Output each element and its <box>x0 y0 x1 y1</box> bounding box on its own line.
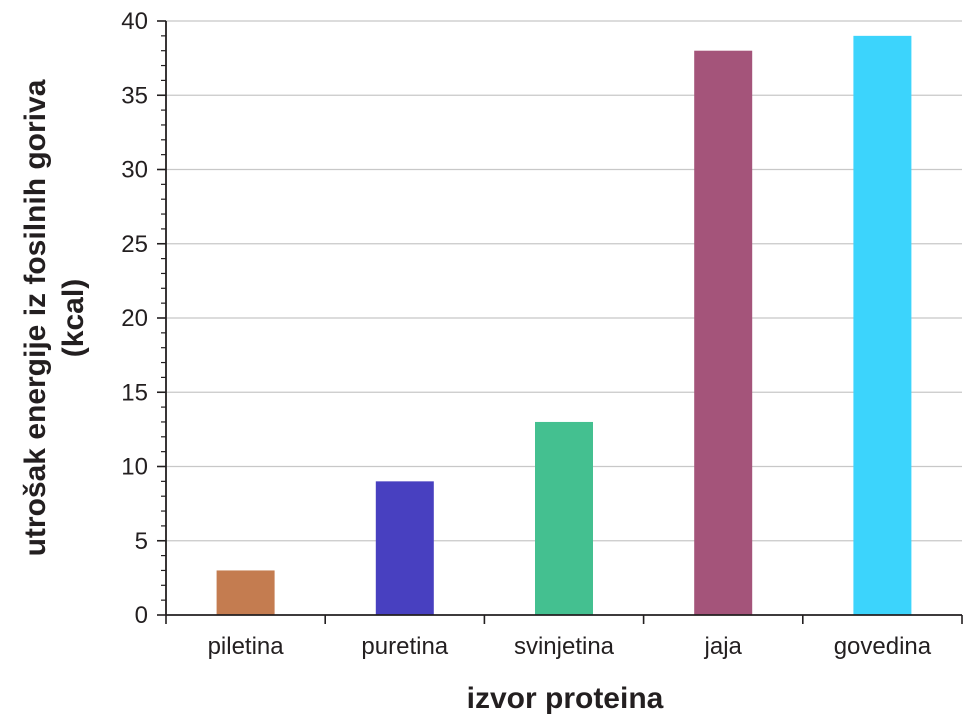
x-tick-label: puretina <box>361 633 448 660</box>
axes <box>157 20 963 624</box>
y-tick-label: 5 <box>135 528 148 555</box>
x-tick-labels: piletina puretina svinjetina jaja govedina <box>208 633 932 660</box>
y-tick-label: 10 <box>121 454 148 481</box>
y-tick-labels: 0 5 10 15 20 25 30 35 40 <box>121 8 148 629</box>
y-tick-label: 25 <box>121 231 148 258</box>
y-tick-label: 30 <box>121 157 148 184</box>
y-tick-label: 40 <box>121 8 148 35</box>
bar-puretina <box>375 481 434 615</box>
gridlines <box>166 20 962 542</box>
bar-svinjetina <box>535 421 593 615</box>
y-tick-label: 0 <box>135 602 148 629</box>
y-axis-title-line2: (kcal) <box>57 279 90 357</box>
bar-govedina <box>853 35 912 616</box>
bar-jaja <box>694 50 753 615</box>
y-tick-label: 35 <box>121 82 148 109</box>
y-tick-label: 15 <box>121 379 148 406</box>
x-tick-label: jaja <box>704 633 743 660</box>
y-tick-label: 20 <box>121 305 148 332</box>
bars <box>216 35 912 616</box>
x-tick-label: govedina <box>834 633 932 660</box>
x-tick-label: svinjetina <box>514 633 615 660</box>
x-tick-label: piletina <box>208 633 285 660</box>
y-axis-title-line1: utrošak energije iz fosilnih goriva <box>19 79 52 556</box>
x-axis-title: izvor proteina <box>467 682 664 715</box>
bar-piletina <box>216 570 275 615</box>
